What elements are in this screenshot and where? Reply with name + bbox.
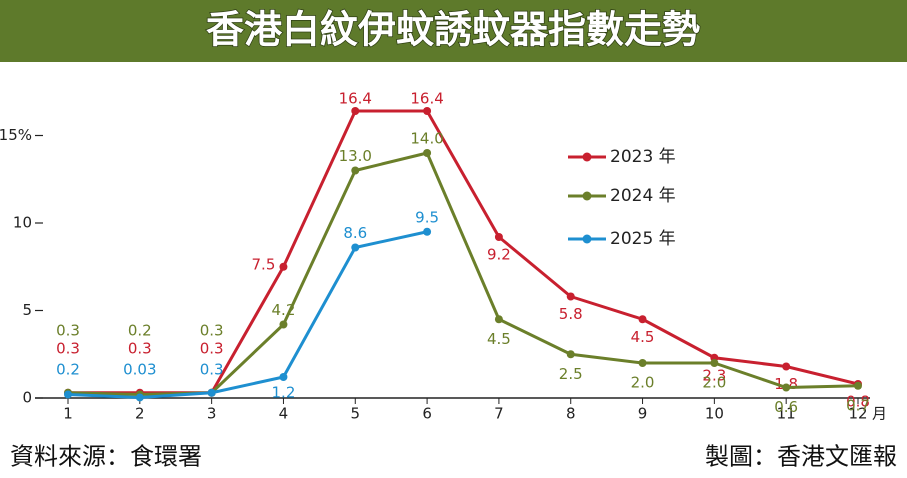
credit: 製圖：香港文匯報 — [705, 443, 897, 471]
x-tick-label: 7 — [494, 405, 504, 423]
y-tick-label: 10 — [13, 214, 32, 232]
data-label: 13.0 — [339, 147, 372, 165]
x-tick-label: 6 — [422, 405, 432, 423]
legend-dot — [582, 152, 592, 162]
data-point — [423, 107, 432, 115]
legend-label: 2024 年 — [610, 186, 676, 206]
data-label: 0.2 — [56, 361, 80, 379]
data-label: 9.2 — [487, 246, 511, 264]
y-tick-label: 0 — [22, 389, 32, 407]
data-label: 16.4 — [339, 90, 372, 108]
data-label: 0.3 — [200, 340, 224, 358]
data-label: 1.2 — [272, 384, 296, 402]
series-line — [67, 151, 859, 396]
data-label: 0.8 — [846, 393, 870, 411]
data-point — [782, 383, 791, 392]
data-point — [279, 373, 288, 381]
legend-label: 2023 年 — [610, 147, 676, 167]
data-point — [782, 362, 791, 371]
data-label: 0.3 — [200, 361, 224, 379]
data-point — [638, 359, 647, 367]
x-tick-label: 4 — [279, 405, 289, 423]
x-tick-label: 12 — [848, 405, 867, 423]
y-tick-label: 15% — [0, 126, 32, 144]
data-point — [854, 381, 862, 390]
x-tick-label: 1 — [63, 405, 73, 423]
legend-dot — [582, 234, 592, 244]
data-point — [279, 320, 288, 329]
data-label: 0.3 — [200, 322, 224, 340]
data-label: 2.0 — [631, 374, 655, 392]
x-tick-label: 2 — [135, 405, 145, 423]
data-label: 8.6 — [343, 224, 367, 242]
data-point — [494, 233, 503, 241]
x-tick-label: 9 — [638, 405, 648, 423]
data-point — [566, 292, 575, 301]
legend-dot — [582, 191, 592, 201]
data-point — [279, 262, 288, 271]
x-tick-label: 5 — [350, 405, 360, 423]
data-label: 7.5 — [252, 255, 276, 273]
data-point — [207, 388, 216, 397]
data-point — [351, 243, 360, 252]
data-point — [494, 315, 503, 324]
data-point — [423, 227, 432, 236]
data-point — [423, 149, 432, 157]
data-label: 2.5 — [559, 365, 583, 383]
data-label: 0.3 — [56, 322, 80, 340]
data-label: 0.3 — [128, 340, 152, 358]
data-point — [566, 350, 575, 359]
data-point — [351, 166, 360, 175]
data-label: 4.5 — [631, 328, 655, 346]
series-line — [68, 109, 859, 395]
data-point — [710, 359, 719, 367]
title-banner — [0, 0, 907, 62]
data-label: 0.2 — [128, 322, 152, 340]
data-label: 2.0 — [702, 374, 726, 392]
data-point — [64, 390, 72, 399]
x-tick-label: 11 — [777, 405, 796, 423]
x-tick-label: 10 — [705, 405, 724, 423]
data-label: 0.6 — [774, 398, 798, 416]
x-tick-label: 8 — [566, 405, 576, 423]
data-label: 16.4 — [410, 90, 443, 108]
chart-title: 香港白紋伊蚊誘蚊器指數走勢 — [206, 8, 700, 52]
source: 資料來源：食環署 — [10, 443, 202, 471]
data-point — [351, 107, 360, 115]
data-label: 9.5 — [415, 208, 439, 226]
legend-label: 2025 年 — [610, 229, 676, 249]
x-tick-label: 3 — [207, 405, 217, 423]
data-label: 0.3 — [56, 340, 80, 358]
data-label: 4.2 — [272, 301, 296, 319]
data-label: 0.7 — [846, 396, 870, 414]
x-axis-label: 月 — [872, 405, 887, 423]
series-line — [67, 230, 428, 399]
data-point — [638, 315, 647, 324]
data-point — [135, 393, 144, 402]
data-label: 14.0 — [410, 130, 443, 148]
data-label: 4.5 — [487, 330, 511, 348]
data-label: 2.3 — [702, 366, 726, 384]
data-label: 5.8 — [559, 305, 583, 323]
data-label: 0.03 — [123, 361, 156, 379]
y-tick-label: 5 — [22, 301, 32, 319]
